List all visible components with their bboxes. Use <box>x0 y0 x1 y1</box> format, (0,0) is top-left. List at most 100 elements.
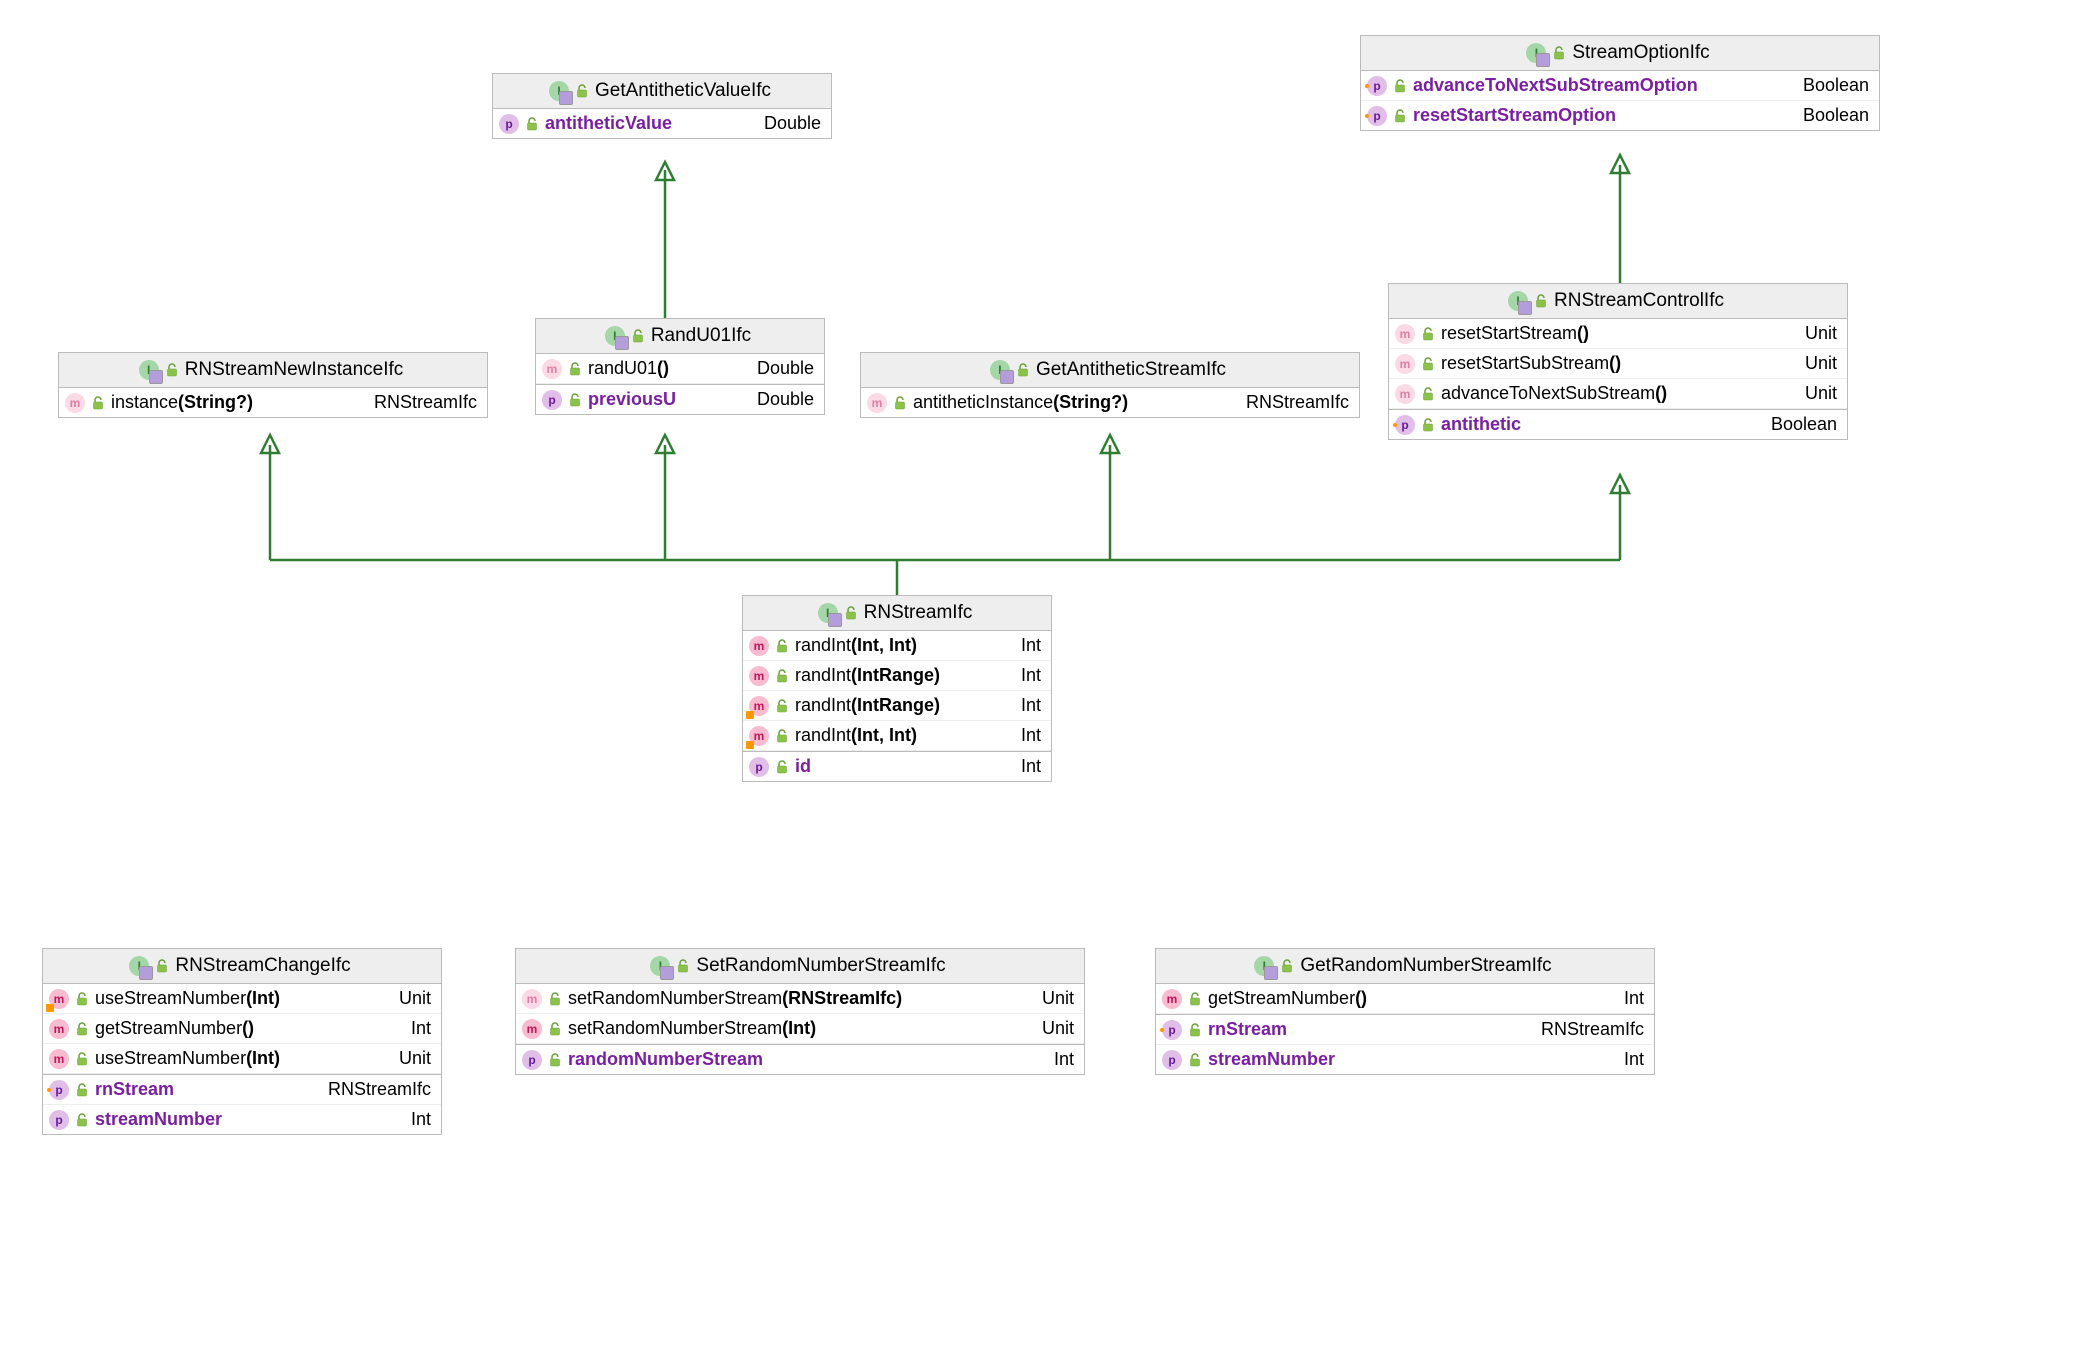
member-name: getStreamNumber() <box>1208 988 1604 1009</box>
class-title: RNStreamIfc <box>864 602 973 624</box>
class-title: GetRandomNumberStreamIfc <box>1300 955 1551 977</box>
member-row: mresetStartSubStream()Unit <box>1389 349 1847 379</box>
open-lock-icon <box>1016 363 1030 377</box>
member-type: Int <box>1021 665 1041 686</box>
open-lock-icon <box>1188 992 1202 1006</box>
member-row: prandomNumberStreamInt <box>516 1044 1084 1074</box>
member-row: museStreamNumber(Int)Unit <box>43 984 441 1014</box>
member-row: pstreamNumberInt <box>43 1105 441 1134</box>
member-name: useStreamNumber(Int) <box>95 988 379 1009</box>
member-row: m randInt(Int, Int) Int <box>743 721 1051 751</box>
member-name: advanceToNextSubStream() <box>1441 383 1785 404</box>
interface-icon: I <box>1254 956 1274 976</box>
open-lock-icon <box>75 1083 89 1097</box>
member-type: Unit <box>1805 383 1837 404</box>
member-row: mantitheticInstance(String?)RNStreamIfc <box>861 388 1359 417</box>
interface-icon: I <box>605 326 625 346</box>
member-type: Double <box>757 389 814 410</box>
member-type: Boolean <box>1803 105 1869 126</box>
member-type: Boolean <box>1771 414 1837 435</box>
member-type: RNStreamIfc <box>374 392 477 413</box>
interface-icon: I <box>650 956 670 976</box>
member-type: Int <box>1624 1049 1644 1070</box>
method-open-icon: m <box>749 696 769 716</box>
open-lock-icon <box>1393 109 1407 123</box>
class-title: RandU01Ifc <box>651 325 751 347</box>
method-icon: m <box>522 1019 542 1039</box>
open-lock-icon <box>1421 387 1435 401</box>
open-lock-icon <box>75 992 89 1006</box>
property-icon: p <box>499 114 519 134</box>
member-name: getStreamNumber() <box>95 1018 391 1039</box>
member-type: RNStreamIfc <box>328 1079 431 1100</box>
member-type: Unit <box>1042 1018 1074 1039</box>
member-type: Int <box>1624 988 1644 1009</box>
open-lock-icon <box>75 1022 89 1036</box>
interface-icon: I <box>818 603 838 623</box>
class-box-setRandomNumberStreamIfc: ISetRandomNumberStreamIfcmsetRandomNumbe… <box>515 948 1085 1075</box>
open-lock-icon <box>631 329 645 343</box>
property-icon: p <box>49 1080 69 1100</box>
member-type: Unit <box>399 988 431 1009</box>
member-row: msetRandomNumberStream(Int)Unit <box>516 1014 1084 1044</box>
open-lock-icon <box>1421 357 1435 371</box>
property-icon: p <box>522 1050 542 1070</box>
class-title: SetRandomNumberStreamIfc <box>696 955 945 977</box>
member-name: previousU <box>588 389 737 410</box>
open-lock-icon <box>155 959 169 973</box>
open-lock-icon <box>1534 294 1548 308</box>
property-icon: p <box>542 390 562 410</box>
class-header: I SetRandomNumberStreamIfc <box>516 949 1084 984</box>
class-title: RNStreamChangeIfc <box>175 955 350 977</box>
member-name: randInt(IntRange) <box>795 695 1001 716</box>
property-icon: p <box>1395 415 1415 435</box>
method-open-icon: m <box>749 726 769 746</box>
open-lock-icon <box>575 84 589 98</box>
member-type: Int <box>1021 725 1041 746</box>
method-icon: m <box>749 636 769 656</box>
open-lock-icon <box>1188 1053 1202 1067</box>
member-name: randInt(Int, Int) <box>795 635 1001 656</box>
open-lock-icon <box>775 669 789 683</box>
abstract-method-icon: m <box>1395 324 1415 344</box>
open-lock-icon <box>775 729 789 743</box>
property-icon: p <box>1162 1020 1182 1040</box>
member-name: randomNumberStream <box>568 1049 1034 1070</box>
abstract-method-icon: m <box>1395 354 1415 374</box>
member-type: Int <box>1021 695 1041 716</box>
interface-icon: I <box>1526 43 1546 63</box>
member-name: rnStream <box>95 1079 308 1100</box>
member-row: p previousU Double <box>536 384 824 414</box>
open-lock-icon <box>775 760 789 774</box>
member-name: antitheticInstance(String?) <box>913 392 1226 413</box>
member-type: RNStreamIfc <box>1246 392 1349 413</box>
property-icon: p <box>1367 106 1387 126</box>
open-lock-icon <box>525 117 539 131</box>
member-name: randInt(Int, Int) <box>795 725 1001 746</box>
open-lock-icon <box>165 363 179 377</box>
member-row: mrandInt(IntRange)Int <box>743 661 1051 691</box>
member-type: Int <box>1021 635 1041 656</box>
open-lock-icon <box>75 1052 89 1066</box>
open-lock-icon <box>775 639 789 653</box>
member-name: setRandomNumberStream(RNStreamIfc) <box>568 988 1022 1009</box>
member-row: mresetStartStream()Unit <box>1389 319 1847 349</box>
method-icon: m <box>49 1019 69 1039</box>
class-box-getRandomNumberStreamIfc: IGetRandomNumberStreamIfcmgetStreamNumbe… <box>1155 948 1655 1075</box>
diagram-canvas: IGetAntitheticValueIfcpantitheticValueDo… <box>20 20 2088 1348</box>
member-type: Int <box>1021 756 1041 777</box>
class-header: IGetAntitheticValueIfc <box>493 74 831 109</box>
member-name: id <box>795 756 1001 777</box>
open-lock-icon <box>1188 1023 1202 1037</box>
open-lock-icon <box>1421 327 1435 341</box>
property-icon: p <box>749 757 769 777</box>
member-name: streamNumber <box>95 1109 391 1130</box>
class-box-streamOptionIfc: IStreamOptionIfcpadvanceToNextSubStreamO… <box>1360 35 1880 131</box>
class-title: RNStreamNewInstanceIfc <box>185 359 404 381</box>
class-box-rnStreamChangeIfc: IRNStreamChangeIfcmuseStreamNumber(Int)U… <box>42 948 442 1135</box>
class-header: I GetRandomNumberStreamIfc <box>1156 949 1654 984</box>
class-title: GetAntitheticStreamIfc <box>1036 359 1226 381</box>
class-box-getAntitheticStreamIfc: IGetAntitheticStreamIfcmantitheticInstan… <box>860 352 1360 418</box>
member-name: instance(String?) <box>111 392 354 413</box>
open-lock-icon <box>548 992 562 1006</box>
